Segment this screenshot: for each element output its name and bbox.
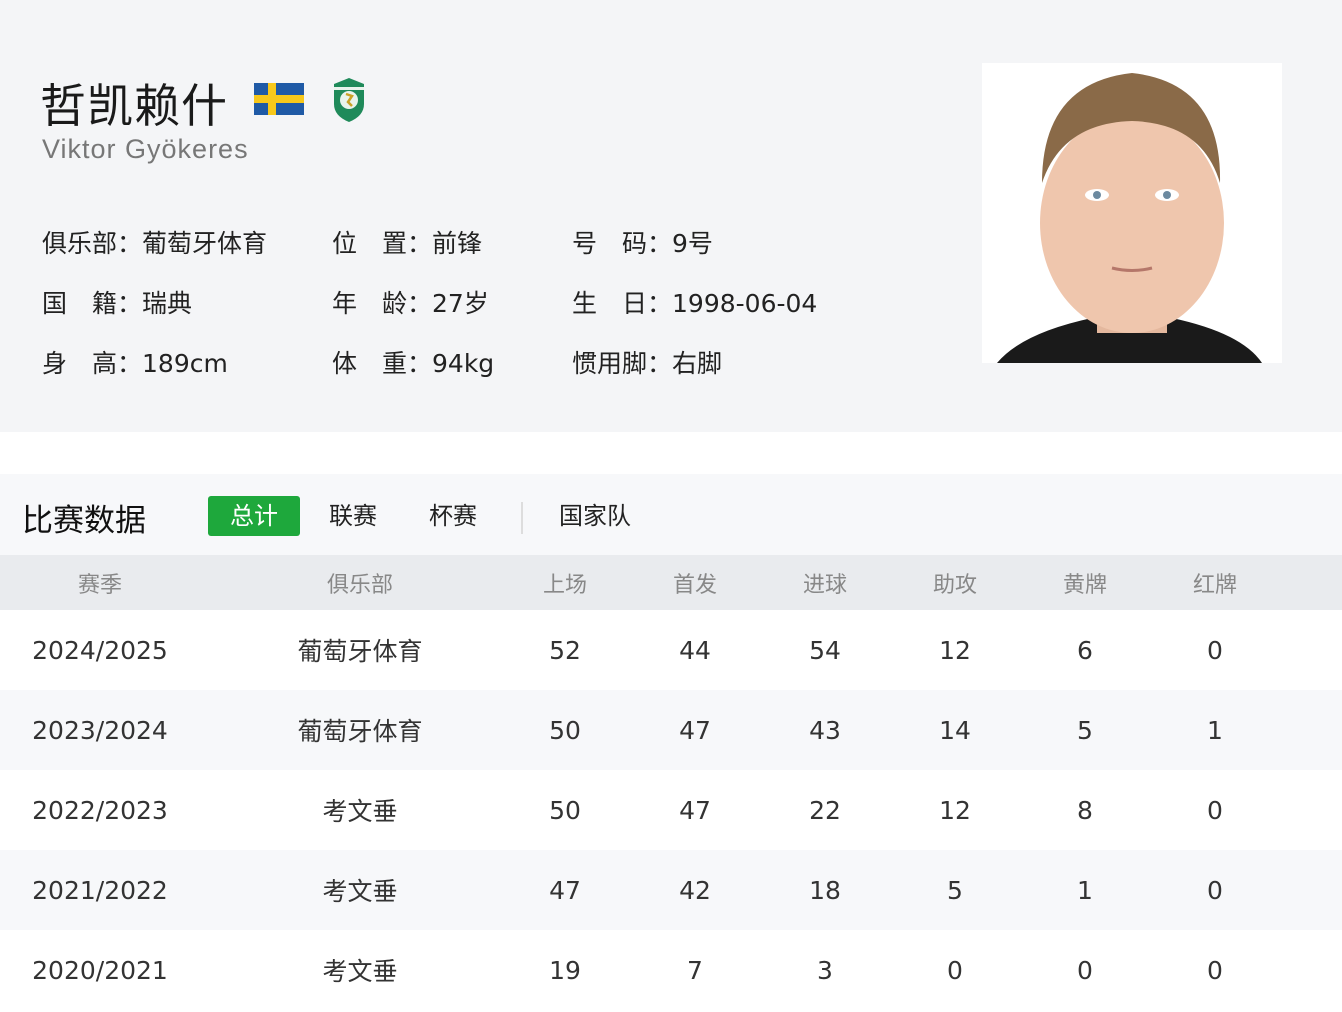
cell-appearances: 50 <box>549 715 581 745</box>
cell-club: 考文垂 <box>322 797 398 826</box>
table-header: 赛季 俱乐部 上场 首发 进球 助攻 黄牌 红牌 <box>0 555 1342 610</box>
column-header-goals: 进球 <box>802 572 847 598</box>
player-name-en: Viktor Gyökeres <box>42 134 249 164</box>
cell-starts: 42 <box>679 875 711 905</box>
cell-season: 2023/2024 <box>32 715 168 745</box>
cell-club: 考文垂 <box>322 957 398 986</box>
table-row: 2021/2022 考文垂 47 42 18 5 1 0 <box>0 850 1342 930</box>
cell-club: 葡萄牙体育 <box>297 637 423 666</box>
cell-assists: 12 <box>939 635 971 665</box>
cell-goals: 54 <box>809 635 841 665</box>
cell-club: 葡萄牙体育 <box>297 717 423 746</box>
cell-goals: 43 <box>809 715 841 745</box>
cell-assists: 0 <box>947 955 963 985</box>
tab-divider <box>521 502 523 534</box>
tab-league[interactable]: 联赛 <box>329 502 377 530</box>
cell-red-cards: 1 <box>1207 715 1223 745</box>
cell-starts: 44 <box>679 635 711 665</box>
info-weight: 体 重：94kg <box>332 349 495 378</box>
info-age: 年 龄：27岁 <box>332 289 489 318</box>
column-header-assists: 助攻 <box>932 572 977 598</box>
sweden-flag-icon <box>254 83 304 115</box>
info-birthday: 生 日：1998-06-04 <box>572 289 818 318</box>
club-crest-icon <box>334 78 364 122</box>
player-name-cn: 哲凯赖什 <box>40 79 228 133</box>
column-header-season: 赛季 <box>77 572 122 598</box>
tab-total[interactable]: 总计 <box>208 496 300 536</box>
tab-national-team[interactable]: 国家队 <box>559 502 631 530</box>
column-header-starts: 首发 <box>672 572 717 598</box>
table-row: 2024/2025 葡萄牙体育 52 44 54 12 6 0 <box>0 610 1342 690</box>
tab-cup[interactable]: 杯赛 <box>429 502 477 530</box>
cell-appearances: 52 <box>549 635 581 665</box>
cell-starts: 7 <box>687 955 703 985</box>
cell-assists: 14 <box>939 715 971 745</box>
cell-goals: 3 <box>817 955 833 985</box>
info-number: 号 码：9号 <box>572 229 713 258</box>
spacer <box>0 432 1342 474</box>
info-position: 位 置：前锋 <box>332 229 483 258</box>
player-header: 哲凯赖什 Viktor Gyökeres 俱乐部：葡萄牙体育 位 置：前锋 号 … <box>0 0 1342 432</box>
column-header-red-cards: 红牌 <box>1192 572 1237 598</box>
cell-yellow-cards: 5 <box>1077 715 1093 745</box>
column-header-club: 俱乐部 <box>326 572 393 598</box>
table-row: 2020/2021 考文垂 19 7 3 0 0 0 <box>0 930 1342 1010</box>
cell-goals: 18 <box>809 875 841 905</box>
cell-yellow-cards: 1 <box>1077 875 1093 905</box>
cell-yellow-cards: 6 <box>1077 635 1093 665</box>
cell-season: 2022/2023 <box>32 795 168 825</box>
cell-assists: 12 <box>939 795 971 825</box>
info-club: 俱乐部：葡萄牙体育 <box>42 229 268 258</box>
info-nationality: 国 籍：瑞典 <box>42 289 193 318</box>
cell-assists: 5 <box>947 875 963 905</box>
cell-season: 2021/2022 <box>32 875 168 905</box>
cell-club: 考文垂 <box>322 877 398 906</box>
info-height: 身 高：189cm <box>42 349 228 378</box>
cell-red-cards: 0 <box>1207 635 1223 665</box>
cell-starts: 47 <box>679 795 711 825</box>
table-row: 2023/2024 葡萄牙体育 50 47 43 14 5 1 <box>0 690 1342 770</box>
cell-appearances: 50 <box>549 795 581 825</box>
cell-season: 2024/2025 <box>32 635 168 665</box>
info-foot: 惯用脚：右脚 <box>572 349 723 378</box>
cell-goals: 22 <box>809 795 841 825</box>
stats-tabbar <box>0 474 1342 555</box>
cell-appearances: 47 <box>549 875 581 905</box>
cell-red-cards: 0 <box>1207 875 1223 905</box>
cell-red-cards: 0 <box>1207 795 1223 825</box>
column-header-yellow-cards: 黄牌 <box>1062 572 1107 598</box>
cell-appearances: 19 <box>549 955 581 985</box>
table-row: 2022/2023 考文垂 50 47 22 12 8 0 <box>0 770 1342 850</box>
player-photo <box>982 63 1282 363</box>
stats-title: 比赛数据 <box>22 503 146 539</box>
column-header-appearances: 上场 <box>542 572 587 598</box>
cell-yellow-cards: 8 <box>1077 795 1093 825</box>
cell-yellow-cards: 0 <box>1077 955 1093 985</box>
cell-season: 2020/2021 <box>32 955 168 985</box>
cell-starts: 47 <box>679 715 711 745</box>
cell-red-cards: 0 <box>1207 955 1223 985</box>
